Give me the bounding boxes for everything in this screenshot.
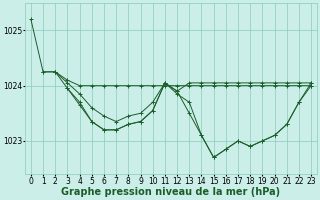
X-axis label: Graphe pression niveau de la mer (hPa): Graphe pression niveau de la mer (hPa) (61, 187, 281, 197)
